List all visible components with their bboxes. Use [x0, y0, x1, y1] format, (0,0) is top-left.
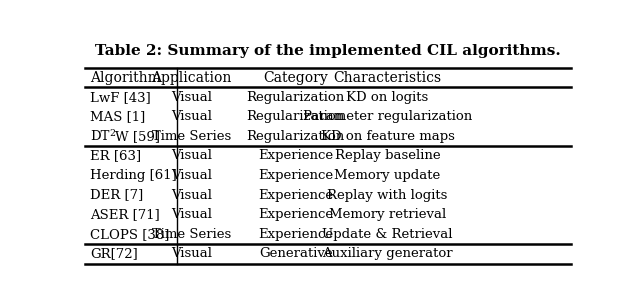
- Text: Regularization: Regularization: [246, 110, 345, 123]
- Text: Algorithm: Algorithm: [90, 71, 161, 85]
- Text: Visual: Visual: [171, 247, 212, 260]
- Text: W [59]: W [59]: [115, 130, 160, 143]
- Text: Visual: Visual: [171, 91, 212, 104]
- Text: Regularization: Regularization: [246, 130, 345, 143]
- Text: Regularization: Regularization: [246, 91, 345, 104]
- Text: Time Series: Time Series: [152, 228, 231, 241]
- Text: Time Series: Time Series: [152, 130, 231, 143]
- Text: ER [63]: ER [63]: [90, 149, 141, 162]
- Text: Replay baseline: Replay baseline: [335, 149, 440, 162]
- Text: DER [7]: DER [7]: [90, 188, 143, 201]
- Text: Generative: Generative: [259, 247, 333, 260]
- Text: KD on feature maps: KD on feature maps: [321, 130, 454, 143]
- Text: Characteristics: Characteristics: [333, 71, 442, 85]
- Text: KD on logits: KD on logits: [346, 91, 429, 104]
- Text: MAS [1]: MAS [1]: [90, 110, 145, 123]
- Text: Herding [61]: Herding [61]: [90, 169, 177, 182]
- Text: Visual: Visual: [171, 188, 212, 201]
- Text: ASER [71]: ASER [71]: [90, 208, 159, 221]
- Text: Category: Category: [264, 71, 328, 85]
- Text: Experience: Experience: [258, 208, 333, 221]
- Text: Table 2: Summary of the implemented CIL algorithms.: Table 2: Summary of the implemented CIL …: [95, 44, 561, 58]
- Text: Memory update: Memory update: [334, 169, 441, 182]
- Text: Visual: Visual: [171, 169, 212, 182]
- Text: Experience: Experience: [258, 169, 333, 182]
- Text: LwF [43]: LwF [43]: [90, 91, 150, 104]
- Text: Memory retrieval: Memory retrieval: [329, 208, 446, 221]
- Text: Parameter regularization: Parameter regularization: [303, 110, 472, 123]
- Text: DT: DT: [90, 130, 109, 143]
- Text: 2: 2: [109, 129, 115, 138]
- Text: Visual: Visual: [171, 149, 212, 162]
- Text: CLOPS [38]: CLOPS [38]: [90, 228, 170, 241]
- Text: GR[72]: GR[72]: [90, 247, 138, 260]
- Text: Auxiliary generator: Auxiliary generator: [322, 247, 453, 260]
- Text: Replay with logits: Replay with logits: [327, 188, 448, 201]
- Text: Experience: Experience: [258, 228, 333, 241]
- Text: Visual: Visual: [171, 110, 212, 123]
- Text: Visual: Visual: [171, 208, 212, 221]
- Text: Experience: Experience: [258, 149, 333, 162]
- Text: Experience: Experience: [258, 188, 333, 201]
- Text: Update & Retrieval: Update & Retrieval: [323, 228, 452, 241]
- Text: Application: Application: [152, 71, 232, 85]
